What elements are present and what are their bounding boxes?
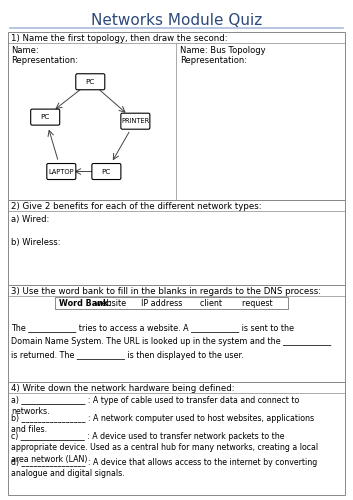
Text: Networks Module Quiz: Networks Module Quiz: [91, 13, 262, 28]
Text: 1) Name the first topology, then draw the second:: 1) Name the first topology, then draw th…: [11, 34, 228, 43]
Bar: [8, 32, 345, 200]
FancyBboxPatch shape: [121, 113, 150, 129]
Text: a) Wired:: a) Wired:: [11, 215, 49, 224]
Text: 3) Use the word bank to fill in the blanks in regards to the DNS process:: 3) Use the word bank to fill in the blan…: [11, 287, 321, 296]
Text: Domain Name System. The URL is looked up in the system and the ____________: Domain Name System. The URL is looked up…: [11, 337, 331, 346]
FancyBboxPatch shape: [76, 74, 105, 90]
Bar: [8, 285, 345, 382]
Text: The ____________ tries to access a website. A ____________ is sent to the: The ____________ tries to access a websi…: [11, 323, 294, 332]
FancyBboxPatch shape: [92, 164, 121, 180]
Text: PRINTER: PRINTER: [121, 118, 149, 124]
Text: b) Wireless:: b) Wireless:: [11, 238, 60, 247]
Bar: [8, 382, 345, 495]
Text: website      IP address       client        request: website IP address client request: [95, 298, 273, 308]
Text: c) ________________ : A device used to transfer network packets to the
appropria: c) ________________ : A device used to t…: [11, 432, 318, 464]
Text: b) ________________ : A network computer used to host websites, applications
and: b) ________________ : A network computer…: [11, 414, 314, 434]
Text: PC: PC: [102, 168, 111, 174]
Text: Representation:: Representation:: [180, 56, 247, 65]
Text: 4) Write down the network hardware being defined:: 4) Write down the network hardware being…: [11, 384, 235, 393]
Text: Name: Bus Topology: Name: Bus Topology: [180, 46, 265, 55]
Text: Name:: Name:: [11, 46, 38, 55]
Text: is returned. The ____________ is then displayed to the user.: is returned. The ____________ is then di…: [11, 351, 244, 360]
Text: PC: PC: [85, 79, 95, 85]
Text: d) ________________ : A device that allows access to the internet by converting
: d) ________________ : A device that allo…: [11, 458, 317, 478]
Text: Representation:: Representation:: [11, 56, 78, 65]
Text: Word Bank:: Word Bank:: [59, 298, 112, 308]
Text: LAPTOP: LAPTOP: [48, 168, 74, 174]
Bar: [55, 297, 288, 309]
FancyBboxPatch shape: [31, 109, 60, 125]
Text: PC: PC: [41, 114, 50, 120]
Bar: [8, 200, 345, 285]
FancyBboxPatch shape: [47, 164, 76, 180]
Text: 2) Give 2 benefits for each of the different network types:: 2) Give 2 benefits for each of the diffe…: [11, 202, 262, 211]
Text: a) ________________ : A type of cable used to transfer data and connect to
netwo: a) ________________ : A type of cable us…: [11, 396, 299, 416]
